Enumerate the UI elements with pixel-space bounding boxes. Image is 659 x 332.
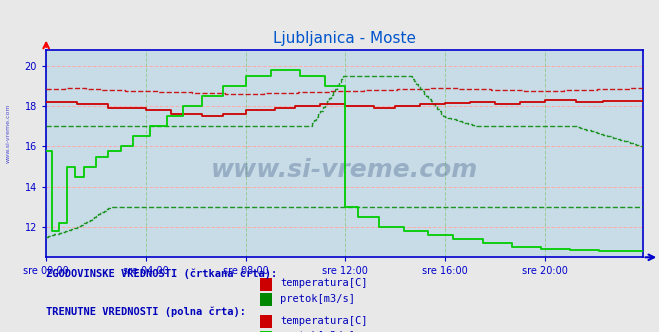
Text: www.si-vreme.com: www.si-vreme.com	[211, 158, 478, 182]
Title: Ljubljanica - Moste: Ljubljanica - Moste	[273, 31, 416, 46]
Text: ZGODOVINSKE VREDNOSTI (črtkana črta):: ZGODOVINSKE VREDNOSTI (črtkana črta):	[46, 269, 277, 279]
Text: temperatura[C]: temperatura[C]	[280, 316, 368, 326]
Text: pretok[m3/s]: pretok[m3/s]	[280, 331, 355, 332]
Text: TRENUTNE VREDNOSTI (polna črta):: TRENUTNE VREDNOSTI (polna črta):	[46, 306, 246, 317]
Text: pretok[m3/s]: pretok[m3/s]	[280, 294, 355, 304]
Text: www.si-vreme.com: www.si-vreme.com	[5, 103, 11, 163]
Text: temperatura[C]: temperatura[C]	[280, 278, 368, 288]
